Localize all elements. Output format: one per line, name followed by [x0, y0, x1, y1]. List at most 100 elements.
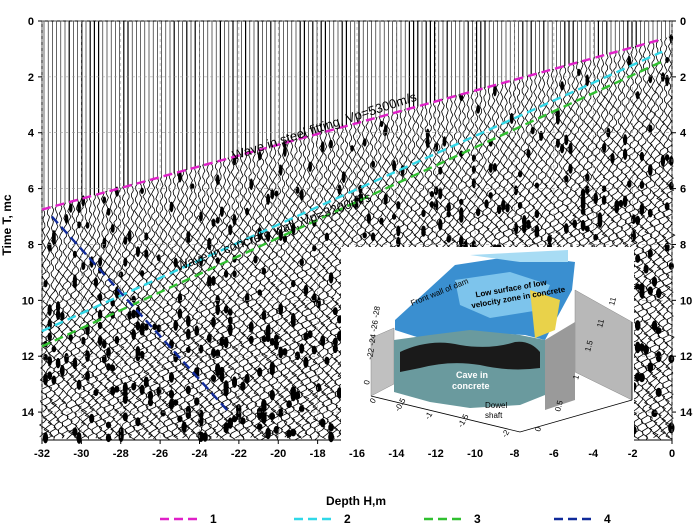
trace-peak — [593, 192, 599, 205]
trace-peak — [303, 332, 309, 341]
trace-peak — [270, 189, 275, 200]
trace-peak — [564, 175, 569, 183]
trace-peak — [534, 182, 540, 189]
trace-peak — [429, 191, 435, 198]
trace-wiggle — [206, 162, 217, 440]
trace-peak — [76, 379, 82, 390]
trace-peak — [664, 202, 670, 211]
trace-peak — [379, 120, 384, 128]
y-tick-label-right: 6 — [680, 184, 686, 196]
trace-peak — [257, 151, 262, 161]
trace-peak — [64, 352, 69, 364]
trace-peak — [319, 418, 326, 428]
trace-peak — [425, 128, 430, 140]
trace-peak — [425, 136, 430, 149]
trace-peak — [215, 364, 221, 377]
y-tick-label-left: 14 — [22, 407, 35, 419]
trace-peak — [173, 257, 178, 268]
trace-peak — [173, 319, 179, 331]
trace-peak — [186, 231, 191, 239]
trace-peak — [269, 361, 275, 373]
trace-peak — [329, 139, 333, 149]
inset-surface-light — [455, 272, 550, 318]
trace-peak — [277, 408, 284, 417]
trace-peak — [332, 307, 338, 316]
trace-peak — [185, 385, 191, 395]
y-tick-label-right: 2 — [680, 72, 686, 84]
trace-peak — [256, 423, 263, 431]
x-tick-label: 0 — [669, 448, 675, 460]
trace-peak — [93, 389, 99, 397]
trace-peak — [106, 347, 111, 359]
trace-peak — [85, 221, 90, 229]
trace-peak — [256, 407, 263, 420]
trace-wiggle — [248, 150, 260, 440]
inset-cave-cavity — [400, 341, 540, 372]
trace-peak — [178, 171, 182, 183]
trace-peak — [665, 74, 670, 87]
trace-peak — [647, 286, 653, 296]
trace-peak — [274, 334, 279, 342]
trace-peak — [168, 398, 175, 410]
trace-peak — [273, 339, 280, 350]
trace-peak — [634, 341, 641, 354]
trace-peak — [350, 145, 354, 152]
trace-peak — [283, 145, 287, 157]
y-tick-label-left: 2 — [28, 72, 34, 84]
trace-peak — [371, 160, 376, 168]
trace-peak — [177, 292, 183, 304]
trace-peak — [651, 276, 658, 287]
y-tick-label-right: 0 — [680, 16, 686, 28]
trace-wiggle — [164, 173, 175, 439]
series-line-2 — [41, 50, 663, 333]
trace-peak — [442, 136, 447, 147]
trace-peak — [627, 55, 632, 68]
trace-peak — [290, 428, 297, 437]
trace-peak — [261, 267, 267, 275]
trace-peak — [433, 199, 439, 211]
x-tick-label: -4 — [588, 448, 599, 460]
inset-side-tick: 11 — [595, 318, 606, 329]
inset-label-cave-2: concrete — [452, 381, 490, 391]
trace-peak — [320, 335, 326, 347]
x-tick-label: -10 — [467, 448, 483, 460]
trace-peak — [223, 270, 229, 278]
inset-front-tick: -1 — [423, 410, 435, 421]
trace-peak — [139, 384, 145, 395]
trace-peak — [560, 83, 564, 91]
trace-wiggle — [147, 178, 159, 441]
legend-label-4: 4 — [604, 512, 611, 526]
trace-peak — [211, 218, 216, 228]
trace-peak — [257, 232, 262, 241]
trace-peak — [635, 283, 641, 290]
trace-peak — [253, 255, 258, 264]
y-tick-label-left: 8 — [28, 239, 34, 251]
trace-peak — [475, 207, 481, 217]
trace-peak — [651, 409, 658, 418]
trace-peak — [631, 214, 636, 225]
x-tick-label: -32 — [34, 448, 50, 460]
trace-wiggle — [278, 142, 289, 438]
y-tick-label-left: 4 — [28, 128, 35, 140]
trace-peak — [206, 333, 212, 343]
trace-peak — [421, 209, 426, 218]
trace-peak — [332, 337, 338, 347]
trace-peak — [228, 224, 233, 236]
trace-peak — [227, 308, 233, 316]
trace-peak — [648, 75, 653, 84]
trace-peak — [72, 427, 78, 437]
trace-wiggle — [227, 156, 239, 440]
trace-peak — [396, 201, 401, 210]
trace-peak — [140, 187, 144, 194]
trace-peak — [324, 356, 330, 365]
inset-left-tick: 0 — [362, 379, 372, 385]
trace-peak — [261, 411, 267, 421]
trace-peak — [248, 335, 254, 344]
trace-peak — [240, 381, 246, 392]
inset-label-dowel-1: Dowel — [485, 401, 507, 410]
x-tick-label: -20 — [270, 448, 286, 460]
trace-wiggle — [307, 134, 319, 439]
trace-peak — [102, 237, 107, 249]
trace-peak — [660, 154, 666, 167]
trace-wiggle — [261, 147, 273, 440]
